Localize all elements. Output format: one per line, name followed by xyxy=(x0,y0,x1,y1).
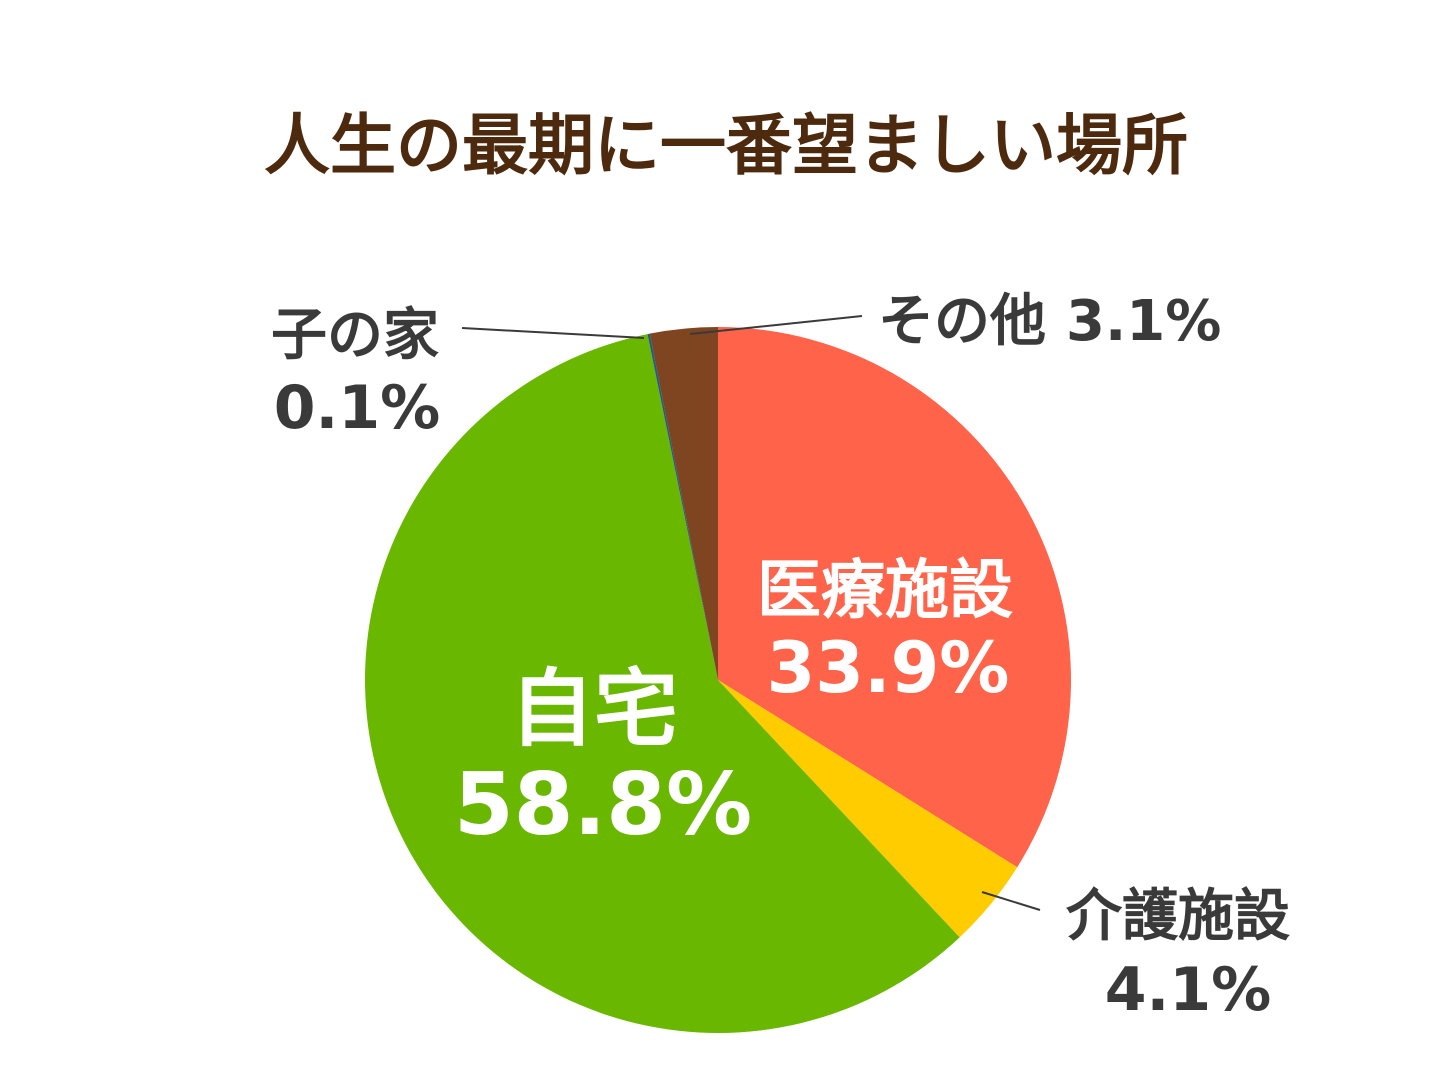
slice-label-konoie-value: 0.1% xyxy=(274,373,440,443)
leader-lines xyxy=(461,315,1041,911)
slice-label-jitaku-name: 自宅 xyxy=(510,660,678,758)
leader-line-konoie xyxy=(461,327,645,339)
chart-title: 人生の最期に一番望ましい場所 xyxy=(264,107,1188,184)
slice-label-iryo-name: 医療施設 xyxy=(757,554,1013,628)
pie-slice-0 xyxy=(718,327,1071,868)
pie-slice-2 xyxy=(365,334,960,1033)
slice-label-iryo-value: 33.9% xyxy=(767,627,1010,709)
pie-slice-1 xyxy=(718,680,1018,938)
slice-label-kaigo-value: 4.1% xyxy=(1105,955,1271,1025)
slice-label-kaigo-name: 介護施設 xyxy=(1066,884,1290,949)
leader-line-kaigo xyxy=(981,891,1041,911)
slice-label-sonota-name: その他 xyxy=(878,289,1046,354)
pie-slice-3 xyxy=(647,333,718,680)
leader-line-sonota xyxy=(689,315,863,335)
slice-label-sonota-value: 3.1% xyxy=(1066,289,1221,354)
pie-slices xyxy=(365,327,1071,1033)
slice-label-konoie-name: 子の家 xyxy=(271,303,439,368)
pie-slice-4 xyxy=(649,327,718,680)
slice-label-jitaku-value: 58.8% xyxy=(454,755,752,855)
